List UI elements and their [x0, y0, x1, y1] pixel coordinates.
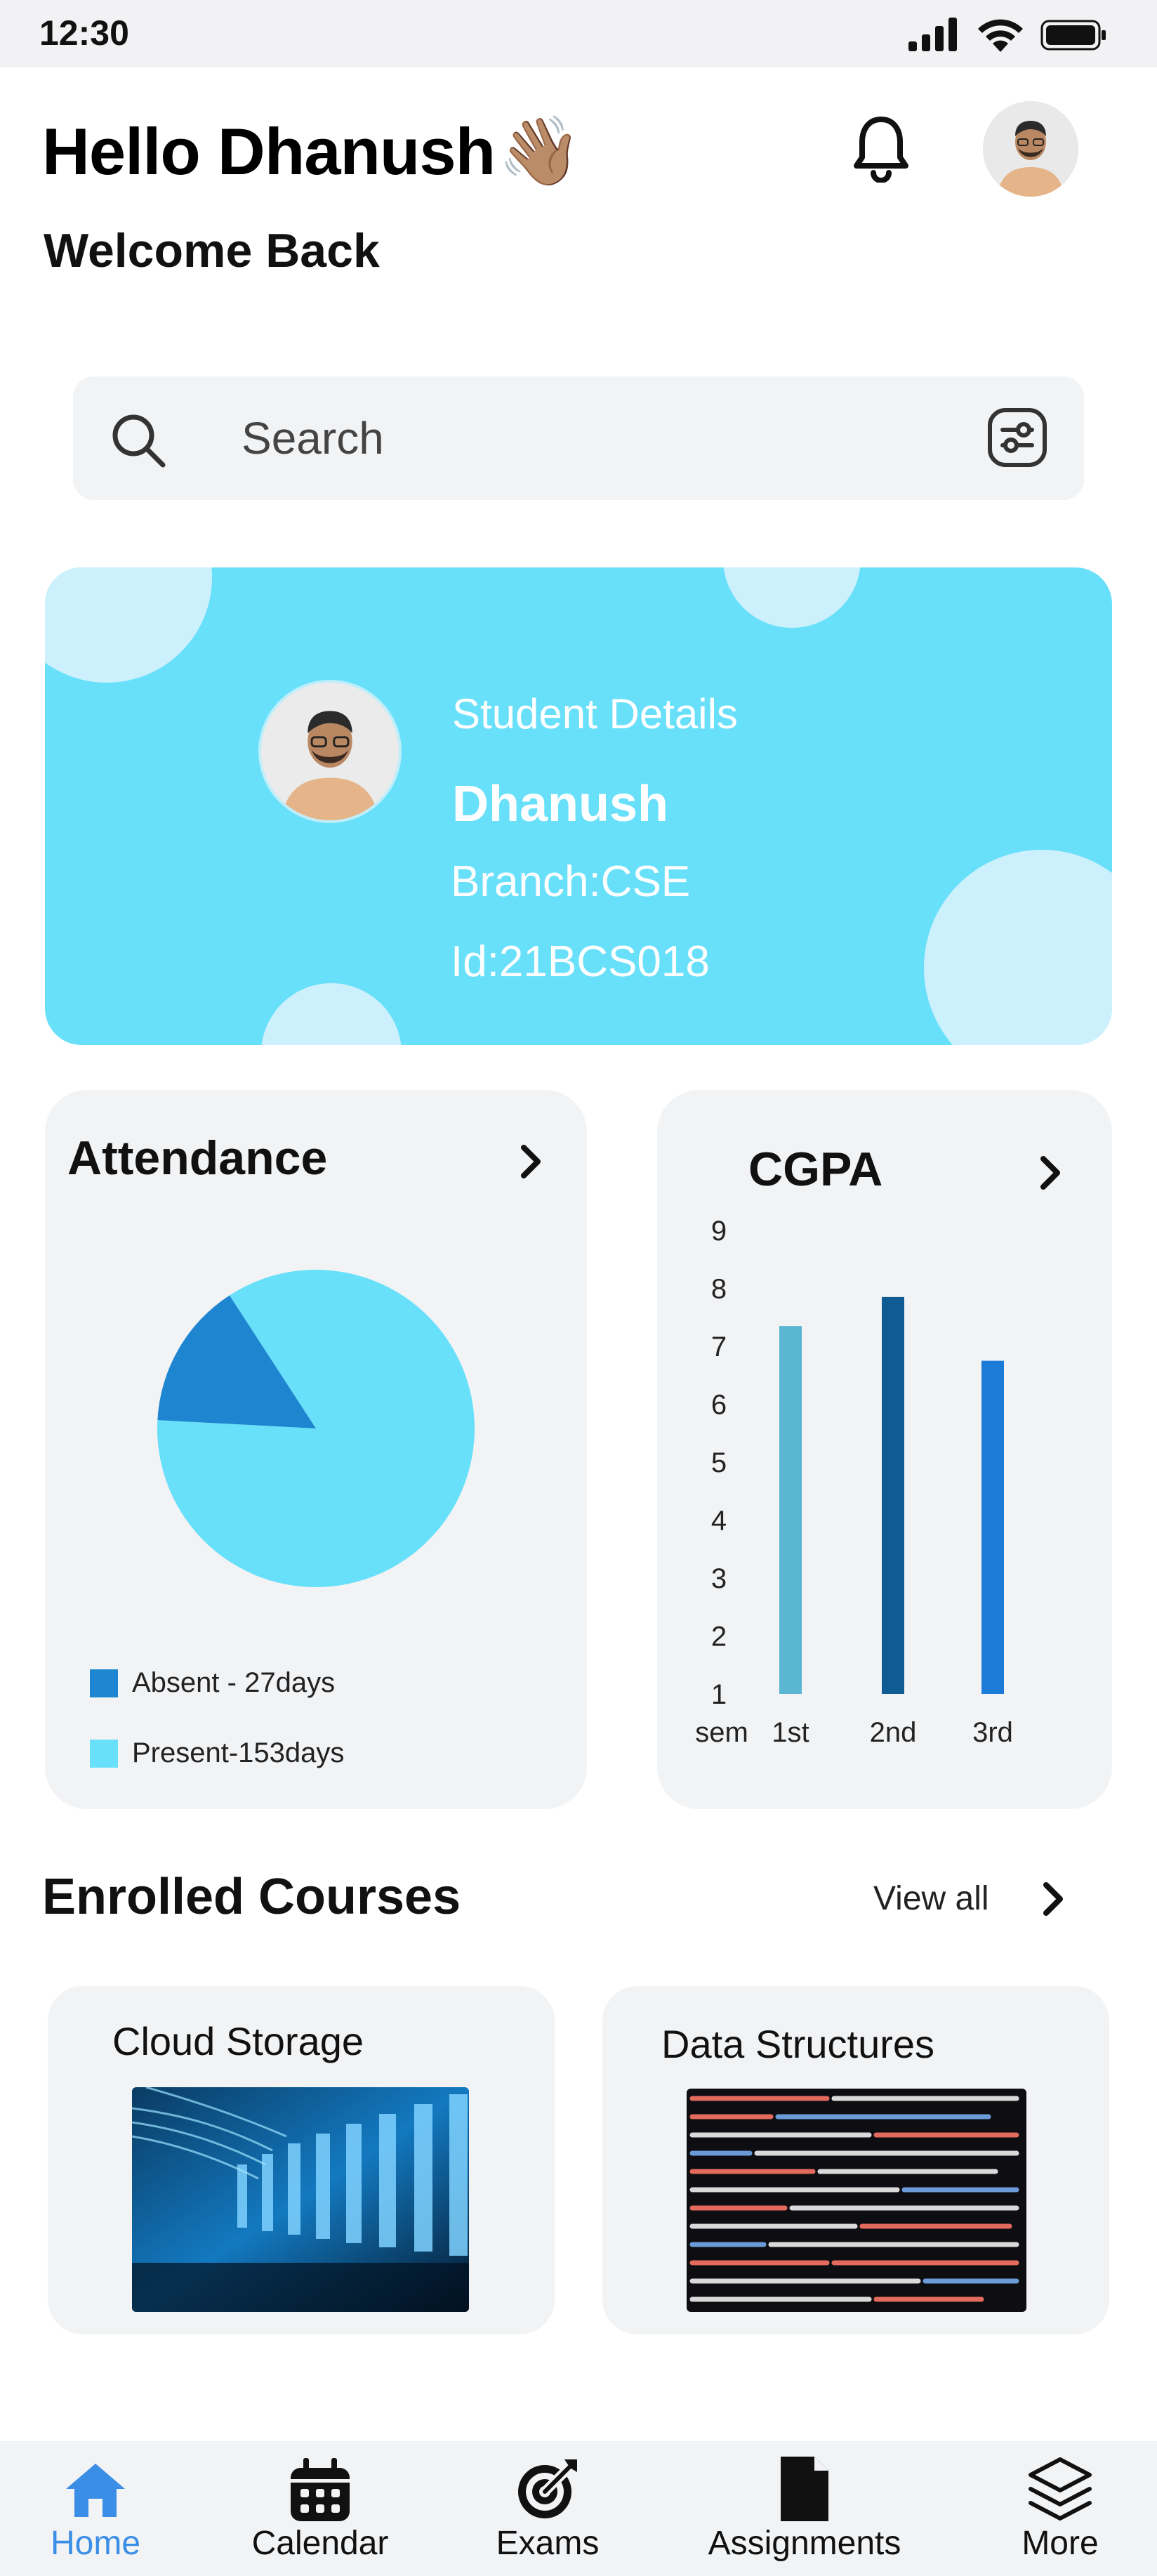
nav-more[interactable]: More [955, 2441, 1157, 2576]
student-avatar [258, 680, 402, 823]
nav-calendar-label: Calendar [251, 2525, 389, 2562]
profile-avatar[interactable] [983, 101, 1078, 197]
wifi-icon [978, 19, 1023, 52]
student-details-label: Student Details [452, 690, 738, 737]
nav-calendar[interactable]: Calendar [215, 2441, 425, 2576]
pie-slice-absent [157, 1295, 316, 1428]
student-branch: Branch:CSE [451, 857, 691, 906]
chevron-right-icon[interactable] [515, 1141, 546, 1183]
x-tick-label: 1st [772, 1717, 809, 1748]
search-bar [73, 376, 1084, 500]
view-all-link[interactable]: View all [873, 1880, 989, 1917]
cgpa-card[interactable]: CGPA 1 2 3 4 5 6 7 8 9 1st 2nd 3rd sem [657, 1090, 1112, 1809]
nav-exams[interactable]: Exams [442, 2441, 653, 2576]
student-details-card[interactable]: Student Details Dhanush Branch:CSE Id:21… [45, 567, 1112, 1045]
course-card-cloud-storage[interactable]: Cloud Storage [48, 1986, 555, 2334]
legend-present-label: Present-153days [132, 1737, 345, 1768]
cgpa-bar-1st [779, 1326, 802, 1694]
cgpa-title: CGPA [748, 1143, 883, 1196]
course-title: Cloud Storage [112, 2019, 364, 2063]
code-snippet-image [687, 2089, 1026, 2312]
nav-assignments-label: Assignments [708, 2525, 901, 2562]
y-tick-label: 3 [711, 1563, 727, 1594]
student-id: Id:21BCS018 [451, 938, 710, 986]
search-input[interactable] [242, 376, 944, 500]
decor-bubble [924, 850, 1112, 1045]
cgpa-bar-chart: 1 2 3 4 5 6 7 8 9 1st 2nd 3rd sem [695, 1216, 1013, 1748]
status-icons [907, 17, 1108, 53]
chevron-right-icon[interactable] [1038, 1878, 1069, 1920]
y-tick-label: 2 [711, 1622, 727, 1652]
decor-bubble [261, 983, 402, 1045]
greeting-text: Hello Dhanush [42, 114, 496, 188]
attendance-pie-chart [157, 1270, 475, 1587]
attendance-card[interactable]: Attendance Absent - 27days Present-153da… [45, 1090, 587, 1809]
nav-home[interactable]: Home [0, 2441, 201, 2576]
bottom-nav: Home Calendar Exams [0, 2441, 1157, 2576]
target-icon [518, 2459, 577, 2518]
layers-icon [1029, 2457, 1092, 2521]
legend-present: Present-153days [90, 1737, 344, 1769]
nav-more-label: More [1022, 2525, 1099, 2562]
status-bar: 12:30 [0, 0, 1157, 67]
y-tick-label: 1 [711, 1679, 727, 1710]
x-tick-label: 3rd [972, 1717, 1013, 1748]
battery-icon [1040, 20, 1106, 51]
y-tick-label: 8 [711, 1274, 727, 1305]
person-avatar-icon [983, 101, 1078, 197]
decor-bubble [45, 567, 212, 683]
code-lines-icon [689, 2096, 1019, 2302]
legend-swatch-absent [90, 1669, 118, 1697]
nav-assignments[interactable]: Assignments [699, 2441, 910, 2576]
server-rack-icon [132, 2087, 469, 2312]
course-card-data-structures[interactable]: Data Structures [602, 1986, 1109, 2334]
cgpa-bar-2nd [882, 1296, 904, 1694]
y-tick-label: 6 [711, 1390, 727, 1421]
legend-absent: Absent - 27days [90, 1667, 335, 1699]
bell-icon[interactable] [849, 112, 913, 183]
x-axis-label: sem [695, 1717, 748, 1748]
filter-icon[interactable] [986, 406, 1049, 469]
attendance-title: Attendance [67, 1131, 328, 1185]
pie-slice-present [157, 1270, 475, 1587]
status-time: 12:30 [39, 13, 129, 53]
greeting-title: Hello Dhanush 👋🏽 [42, 112, 582, 191]
y-tick-label: 5 [711, 1447, 727, 1478]
search-icon[interactable] [108, 410, 168, 471]
document-icon [781, 2457, 828, 2521]
signal-icon [908, 18, 957, 51]
decor-bubble [723, 567, 861, 628]
student-name: Dhanush [452, 776, 669, 832]
chevron-right-icon[interactable] [1035, 1152, 1066, 1194]
calendar-icon [291, 2458, 350, 2521]
legend-absent-label: Absent - 27days [132, 1667, 336, 1698]
cgpa-bar-3rd [981, 1360, 1004, 1694]
nav-exams-label: Exams [496, 2525, 600, 2562]
y-tick-label: 4 [711, 1506, 727, 1537]
x-tick-label: 2nd [870, 1717, 917, 1748]
enrolled-courses-title: Enrolled Courses [42, 1869, 461, 1925]
home-icon [66, 2464, 125, 2517]
welcome-subtitle: Welcome Back [44, 224, 380, 277]
nav-home-label: Home [50, 2525, 141, 2562]
y-tick-label: 9 [711, 1216, 727, 1247]
course-title: Data Structures [661, 2022, 935, 2066]
person-avatar-icon [261, 683, 399, 820]
y-tick-label: 7 [711, 1332, 727, 1362]
wave-icon: 👋🏽 [498, 114, 582, 189]
server-rack-image [132, 2087, 469, 2312]
legend-swatch-present [90, 1739, 118, 1768]
